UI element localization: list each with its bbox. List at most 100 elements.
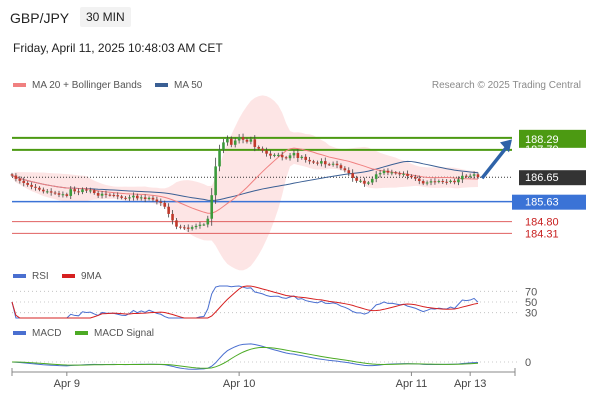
candle-body xyxy=(245,139,249,142)
ma50-swatch xyxy=(155,83,168,88)
candle-body xyxy=(69,189,73,196)
candle-body xyxy=(347,170,351,174)
x-tick-label-2: Apr 11 xyxy=(396,378,428,390)
legend-macd-signal: MACD Signal xyxy=(75,328,154,339)
candle-body xyxy=(163,202,167,207)
candle-body xyxy=(417,178,421,182)
candle-body xyxy=(339,165,343,169)
legend-macd: MACD xyxy=(13,328,61,339)
candle-body xyxy=(124,197,127,199)
timeframe-button[interactable]: 30 MIN xyxy=(80,7,131,27)
candle-body xyxy=(370,178,374,183)
candle-body xyxy=(108,194,112,196)
candle-body xyxy=(61,194,65,196)
candle-body xyxy=(284,157,288,159)
candle-body xyxy=(226,138,229,143)
candle-body xyxy=(429,181,433,183)
candle-body xyxy=(280,154,284,158)
candle-body xyxy=(241,137,245,140)
candle-body xyxy=(472,174,476,176)
rsi-tick-label-50: 50 xyxy=(525,297,537,309)
level-box-current xyxy=(519,170,586,186)
ma20-line xyxy=(11,147,479,214)
candle-body xyxy=(316,162,319,164)
level-box-support xyxy=(512,194,586,210)
candle-body xyxy=(437,181,441,183)
rsi-ma-label: 9MA xyxy=(81,271,102,282)
x-tick-label-0: Apr 9 xyxy=(54,378,80,390)
rsi-ma-swatch xyxy=(62,274,75,279)
candle-body xyxy=(253,139,257,147)
candle-body xyxy=(257,146,261,149)
candle-body xyxy=(421,181,425,184)
candle-body xyxy=(323,161,327,165)
candle-body xyxy=(151,197,155,200)
candle-body xyxy=(378,173,382,175)
candle-body xyxy=(457,179,460,183)
candle-body xyxy=(363,180,366,184)
candle-body xyxy=(198,224,202,226)
candle-body xyxy=(468,175,472,177)
candle-body xyxy=(320,161,323,164)
candle-body xyxy=(10,174,14,176)
legend-ma50: MA 50 xyxy=(155,80,202,91)
candle-body xyxy=(30,184,33,187)
candle-body xyxy=(237,137,241,141)
candle-body xyxy=(22,180,26,183)
candle-body xyxy=(18,178,22,181)
candle-body xyxy=(38,187,41,190)
candle-body xyxy=(222,142,225,150)
candle-body xyxy=(214,166,217,196)
candle-body xyxy=(171,213,174,221)
candle-body xyxy=(143,197,147,200)
candle-body xyxy=(155,199,159,202)
candle-body xyxy=(26,182,29,185)
candle-body xyxy=(249,139,253,142)
legend-rsi-ma: 9MA xyxy=(62,271,102,282)
legend-ma20: MA 20 + Bollinger Bands xyxy=(13,80,142,91)
candle-body xyxy=(276,154,280,156)
candle-body xyxy=(202,224,206,226)
candle-body xyxy=(159,201,163,203)
candle-body xyxy=(464,175,468,177)
candle-body xyxy=(53,192,57,194)
level-box-resistance xyxy=(519,129,586,148)
bollinger-band xyxy=(12,95,478,271)
candle-body xyxy=(77,191,80,193)
candle-body xyxy=(441,181,445,183)
candle-body xyxy=(81,189,84,193)
candle-body xyxy=(116,195,120,197)
level-label-resistance-1: 188.29 xyxy=(525,134,559,146)
candle-body xyxy=(445,181,448,183)
candle-body xyxy=(327,164,331,166)
candle-body xyxy=(136,195,139,199)
candle-body xyxy=(139,197,143,199)
candle-body xyxy=(394,172,398,174)
rsi-tick-label-70: 70 xyxy=(525,286,537,298)
candle-body xyxy=(14,175,18,179)
candle-body xyxy=(45,191,49,193)
candle-body xyxy=(374,174,378,179)
candle-body xyxy=(398,173,401,175)
candle-body xyxy=(132,195,135,198)
candle-body xyxy=(343,168,347,171)
candle-body xyxy=(206,218,210,225)
candle-body xyxy=(335,163,339,166)
candle-body xyxy=(406,173,409,176)
credit-text: Research © 2025 Trading Central xyxy=(431,80,581,91)
ma20-label: MA 20 + Bollinger Bands xyxy=(32,80,142,91)
candle-body xyxy=(382,170,386,174)
forecast-arrow-head xyxy=(500,139,512,153)
ma50-line xyxy=(11,160,479,202)
candle-body xyxy=(73,189,76,192)
candle-body xyxy=(359,180,362,182)
candle-body xyxy=(100,193,104,196)
rsi-tick-label-30: 30 xyxy=(525,308,537,320)
candle-body xyxy=(300,156,304,158)
level-label-pivot-5: 184.31 xyxy=(525,228,559,240)
candle-body xyxy=(120,196,123,198)
candle-body xyxy=(367,182,370,184)
level-label-resistance-2: 187.79 xyxy=(525,144,559,156)
candle-body xyxy=(218,149,221,167)
